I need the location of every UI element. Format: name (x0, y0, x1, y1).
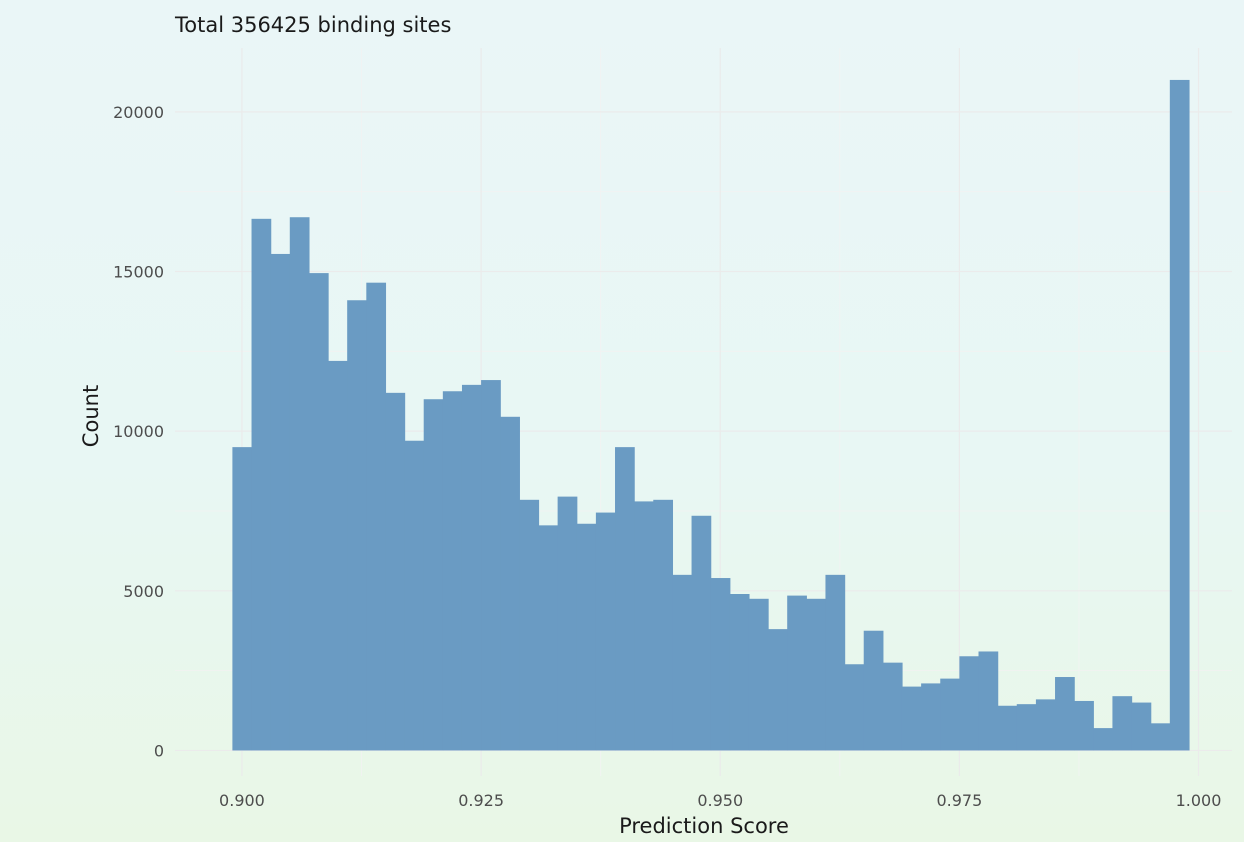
histogram-bar (232, 447, 253, 751)
y-axis-ticks: 0 5000 10000 15000 20000 (113, 103, 164, 761)
histogram-bar (768, 629, 788, 751)
histogram-bar (404, 440, 425, 751)
histogram-bar (844, 664, 865, 751)
x-tick-label: 0.950 (697, 791, 743, 810)
y-tick-label: 5000 (123, 582, 164, 601)
chart-subtitle: Total 356425 binding sites (174, 13, 451, 37)
histogram-bar (251, 218, 272, 751)
y-tick-label: 0 (154, 741, 164, 760)
histogram-bar (576, 523, 597, 751)
histogram-bar (500, 416, 520, 751)
histogram-bar (1074, 700, 1094, 751)
histogram-bar (806, 598, 827, 751)
histogram-bar (825, 574, 846, 751)
histogram-bar (615, 447, 635, 751)
histogram-bar (978, 651, 999, 751)
histogram-bar (1150, 723, 1171, 751)
histogram-bar (901, 686, 922, 751)
histogram-bar (481, 380, 501, 751)
x-axis-ticks: 0.900 0.925 0.950 0.975 1.000 (219, 791, 1221, 810)
histogram-bar (997, 705, 1018, 751)
histogram-bars (232, 79, 1190, 751)
histogram-bar (347, 300, 367, 751)
histogram-bar (748, 598, 769, 751)
histogram-bar (328, 360, 348, 751)
histogram-bar (729, 594, 750, 751)
histogram-bar (1169, 79, 1190, 751)
histogram-bar (672, 574, 693, 751)
histogram-bar (787, 595, 807, 751)
histogram-bar (270, 253, 291, 751)
histogram-bar (710, 578, 731, 751)
x-tick-label: 0.975 (936, 791, 982, 810)
histogram-bar (366, 282, 387, 751)
histogram-bar (442, 391, 463, 751)
histogram-bar (634, 501, 654, 751)
histogram-bar (1112, 696, 1133, 751)
y-axis-title: Count (79, 385, 103, 447)
histogram-bar (289, 217, 310, 751)
histogram-bar (385, 392, 406, 751)
x-tick-label: 0.925 (458, 791, 504, 810)
x-tick-label: 1.000 (1176, 791, 1222, 810)
histogram-bar (519, 499, 540, 751)
y-tick-label: 10000 (113, 422, 164, 441)
histogram-bar (691, 515, 712, 751)
histogram-bar (557, 496, 578, 751)
x-axis-title: Prediction Score (619, 814, 789, 838)
histogram-bar (461, 384, 482, 751)
histogram-bar (308, 273, 329, 751)
histogram-bar (1055, 677, 1075, 751)
y-tick-label: 15000 (113, 263, 164, 282)
histogram-bar (538, 525, 559, 751)
histogram-bar (882, 662, 903, 751)
histogram-bar (1093, 728, 1114, 751)
histogram-bar (595, 512, 616, 751)
y-tick-label: 20000 (113, 103, 164, 122)
x-tick-label: 0.900 (219, 791, 265, 810)
histogram-bar (959, 656, 980, 751)
histogram-bar (921, 683, 941, 751)
histogram-bar (1035, 699, 1056, 751)
histogram-bar (863, 630, 884, 751)
histogram-bar (940, 678, 960, 751)
histogram-bar (1016, 704, 1037, 751)
histogram-bar (1131, 702, 1152, 751)
histogram-bar (653, 499, 674, 751)
histogram-bar (423, 399, 444, 751)
